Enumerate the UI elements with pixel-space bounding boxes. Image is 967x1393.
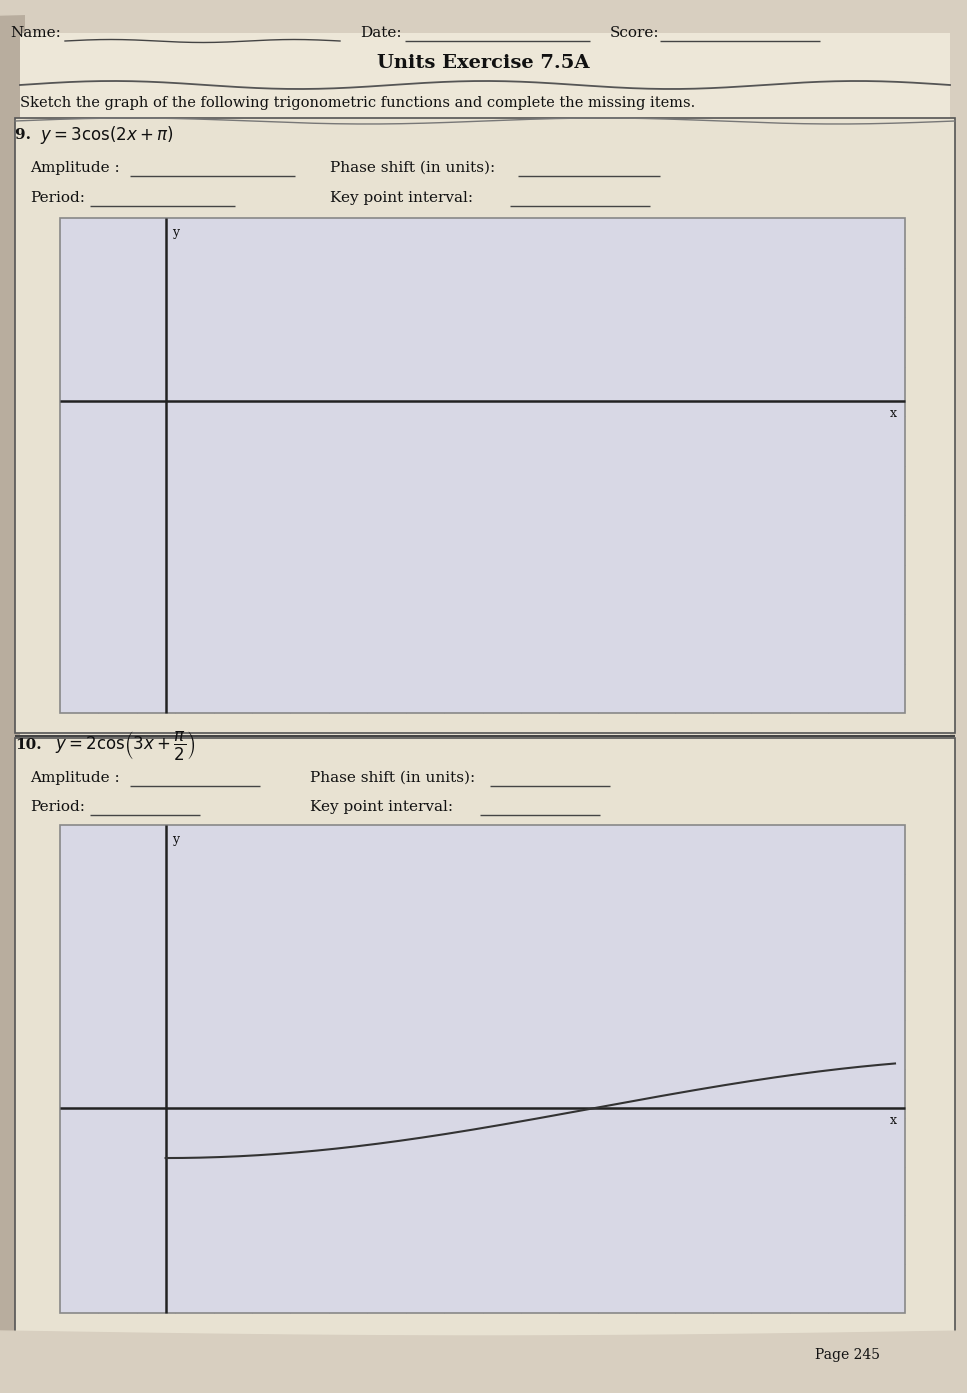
Text: $y = 3\cos(2x + \pi)$: $y = 3\cos(2x + \pi)$ bbox=[40, 124, 174, 146]
Text: 9.: 9. bbox=[15, 128, 36, 142]
Text: Units Exercise 7.5A: Units Exercise 7.5A bbox=[377, 54, 589, 72]
Text: x: x bbox=[890, 1114, 897, 1127]
Bar bbox=[0, 0, 25, 1393]
Text: Page 245: Page 245 bbox=[815, 1348, 880, 1362]
Bar bbox=[15, 118, 955, 733]
Bar bbox=[60, 217, 905, 713]
Text: y: y bbox=[171, 833, 179, 846]
Text: y: y bbox=[171, 226, 179, 240]
Text: Name:: Name: bbox=[10, 26, 61, 40]
Text: Key point interval:: Key point interval: bbox=[330, 191, 473, 205]
Text: Phase shift (in units):: Phase shift (in units): bbox=[310, 770, 475, 786]
Text: Amplitude :: Amplitude : bbox=[30, 770, 120, 786]
Text: Amplitude :: Amplitude : bbox=[30, 162, 120, 176]
Bar bbox=[60, 825, 905, 1314]
Text: Period:: Period: bbox=[30, 800, 85, 814]
Text: Date:: Date: bbox=[360, 26, 401, 40]
Text: $y = 2\cos\!\left(3x + \dfrac{\pi}{2}\right)$: $y = 2\cos\!\left(3x + \dfrac{\pi}{2}\ri… bbox=[55, 729, 195, 762]
Text: Key point interval:: Key point interval: bbox=[310, 800, 454, 814]
Bar bbox=[15, 738, 955, 1339]
Text: Score:: Score: bbox=[610, 26, 659, 40]
Text: x: x bbox=[890, 407, 897, 421]
Text: 10.: 10. bbox=[15, 738, 42, 752]
Text: Period:: Period: bbox=[30, 191, 85, 205]
Text: Phase shift (in units):: Phase shift (in units): bbox=[330, 162, 495, 176]
Text: Sketch the graph of the following trigonometric functions and complete the missi: Sketch the graph of the following trigon… bbox=[20, 96, 695, 110]
